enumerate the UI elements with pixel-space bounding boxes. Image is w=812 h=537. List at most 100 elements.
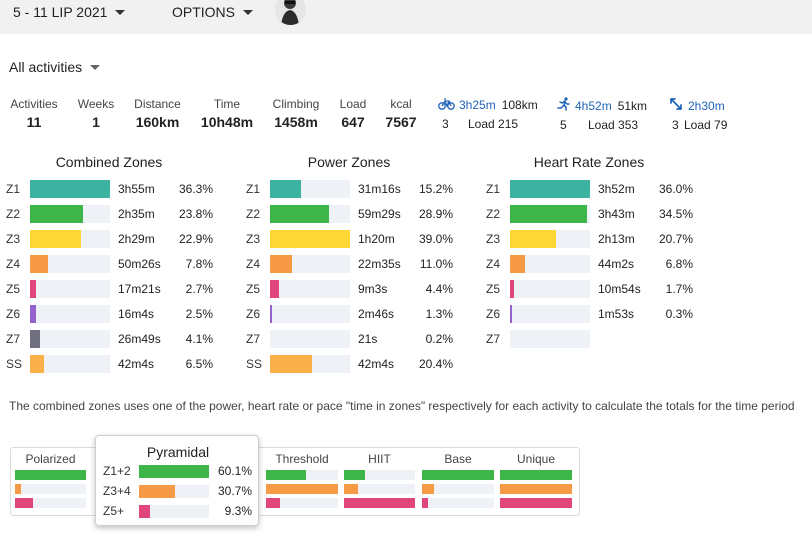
stat-label: Load bbox=[339, 97, 367, 111]
chevron-down-icon bbox=[115, 9, 126, 15]
distribution-bar bbox=[15, 470, 86, 480]
distribution-bar bbox=[266, 470, 338, 480]
zone-row-z2: Z2 2h35m 23.8% bbox=[6, 205, 213, 223]
zone-bar-fill bbox=[270, 255, 292, 273]
zone-label: Z2 bbox=[6, 207, 21, 221]
zone-row-z7: Z7 21s 0.2% bbox=[246, 330, 453, 348]
avatar[interactable] bbox=[275, 0, 306, 25]
stat-distance: Distance 160km bbox=[130, 97, 185, 130]
zone-row-z4: Z4 50m26s 7.8% bbox=[6, 255, 213, 273]
distribution-bar-fill bbox=[344, 484, 358, 494]
zone-percent: 6.5% bbox=[185, 357, 213, 371]
stat-label: Weeks bbox=[77, 97, 115, 111]
zone-bar-fill bbox=[30, 330, 40, 348]
zone-bar-track bbox=[510, 305, 590, 323]
zone-row-z5: Z5 10m54s 1.7% bbox=[486, 280, 693, 298]
zone-percent: 20.7% bbox=[658, 232, 693, 246]
zone-time: 3h55m bbox=[118, 182, 155, 196]
zone-percent: 15.2% bbox=[418, 182, 453, 196]
distribution-bar-fill bbox=[422, 498, 428, 508]
stat-activities: Activities 11 bbox=[9, 97, 59, 130]
zone-time: 10m54s bbox=[598, 282, 641, 296]
zone-time: 26m49s bbox=[118, 332, 161, 346]
date-range-label: 5 - 11 LIP 2021 bbox=[13, 4, 108, 20]
distribution-bar-fill bbox=[266, 498, 280, 508]
activity-filter[interactable]: All activities bbox=[9, 59, 101, 75]
distribution-model-threshold[interactable]: Threshold bbox=[266, 452, 338, 466]
distribution-model-unique[interactable]: Unique bbox=[500, 452, 572, 466]
date-range-selector[interactable]: 5 - 11 LIP 2021 bbox=[13, 4, 126, 20]
zone-time: 42m4s bbox=[358, 357, 395, 371]
other-activity-icon bbox=[669, 97, 684, 114]
zone-percent: 34.5% bbox=[658, 207, 693, 221]
distribution-model-polarized[interactable]: Polarized bbox=[15, 452, 86, 466]
zone-label: Z5 bbox=[486, 282, 501, 296]
zone-bar-fill bbox=[510, 205, 587, 223]
zone-row-ss: SS 42m4s 20.4% bbox=[246, 355, 453, 373]
pyramidal-percent: 30.7% bbox=[217, 484, 252, 498]
stat-kcal: kcal 7567 bbox=[382, 97, 420, 130]
zone-row-z1: Z1 3h52m 36.0% bbox=[486, 180, 693, 198]
combined-zones-note: The combined zones uses one of the power… bbox=[9, 399, 795, 413]
pyramidal-row: Z5+ 9.3% bbox=[96, 504, 260, 518]
distribution-bar bbox=[422, 498, 494, 508]
zone-percent: 11.0% bbox=[419, 257, 453, 271]
sport-summary-other[interactable]: 2h30m 3 Load 79 bbox=[669, 97, 731, 132]
zone-percent: 36.3% bbox=[178, 182, 213, 196]
zone-row-z1: Z1 31m16s 15.2% bbox=[246, 180, 453, 198]
pyramidal-bar-track bbox=[139, 485, 209, 498]
stat-label: kcal bbox=[390, 97, 412, 111]
zone-label: Z1 bbox=[246, 182, 261, 196]
zone-bar-fill bbox=[270, 205, 329, 223]
stat-label: Time bbox=[213, 97, 241, 111]
distribution-bar-fill bbox=[266, 470, 306, 480]
distribution-bar bbox=[15, 484, 86, 494]
zone-label: Z5 bbox=[6, 282, 21, 296]
distribution-bar-fill bbox=[344, 498, 415, 508]
sport-summary-run[interactable]: 4h52m 51km 5 Load 353 bbox=[557, 97, 647, 132]
distribution-model-base[interactable]: Base bbox=[422, 452, 494, 466]
zone-percent: 4.4% bbox=[425, 282, 453, 296]
zone-time: 3h43m bbox=[598, 207, 635, 221]
stat-value: 11 bbox=[26, 114, 42, 130]
zone-bar-track bbox=[510, 255, 590, 273]
zone-bar-track bbox=[270, 305, 350, 323]
distribution-model-hiit[interactable]: HIIT bbox=[344, 452, 415, 466]
zone-bar-track bbox=[270, 330, 350, 348]
stat-value: 7567 bbox=[385, 114, 417, 130]
sport-count: 5 bbox=[560, 118, 567, 132]
zone-bar-track bbox=[30, 280, 110, 298]
zone-bar-track bbox=[270, 255, 350, 273]
zone-bar-track bbox=[510, 280, 590, 298]
distribution-bar-fill bbox=[15, 498, 33, 508]
chevron-down-icon bbox=[90, 64, 101, 70]
zone-label: Z1 bbox=[6, 182, 21, 196]
sport-summary-ride[interactable]: 3h25m 108km 3 Load 215 bbox=[438, 97, 538, 131]
zone-bar-fill bbox=[30, 205, 83, 223]
stat-value: 160km bbox=[135, 114, 180, 130]
sport-load: Load 79 bbox=[684, 118, 728, 132]
zone-bar-fill bbox=[510, 255, 525, 273]
distribution-model-label: Base bbox=[444, 452, 472, 466]
zone-bar-fill bbox=[30, 280, 36, 298]
zone-percent: 20.4% bbox=[418, 357, 453, 371]
zone-bar-track bbox=[270, 205, 350, 223]
stat-climbing: Climbing 1458m bbox=[268, 97, 324, 130]
zone-row-z2: Z2 59m29s 28.9% bbox=[246, 205, 453, 223]
zone-row-z6: Z6 16m4s 2.5% bbox=[6, 305, 213, 323]
pyramidal-card[interactable]: Pyramidal Z1+2 60.1% Z3+4 30.7% Z5+ 9.3% bbox=[95, 435, 259, 526]
stat-time: Time 10h48m bbox=[198, 97, 256, 130]
zone-time: 22m35s bbox=[358, 257, 401, 271]
sport-distance: 51km bbox=[617, 98, 648, 113]
zone-bar-track bbox=[30, 305, 110, 323]
zone-bar-fill bbox=[270, 230, 350, 248]
zone-label: Z4 bbox=[6, 257, 21, 271]
pyramidal-bar-fill bbox=[139, 505, 150, 518]
options-menu[interactable]: OPTIONS bbox=[172, 4, 254, 20]
zone-time: 2h35m bbox=[118, 207, 155, 221]
zone-bar-track bbox=[30, 205, 110, 223]
pyramidal-zone-label: Z1+2 bbox=[103, 464, 131, 478]
zone-time: 2h13m bbox=[598, 232, 635, 246]
zone-bar-fill bbox=[270, 280, 279, 298]
zone-percent: 0.3% bbox=[665, 307, 693, 321]
